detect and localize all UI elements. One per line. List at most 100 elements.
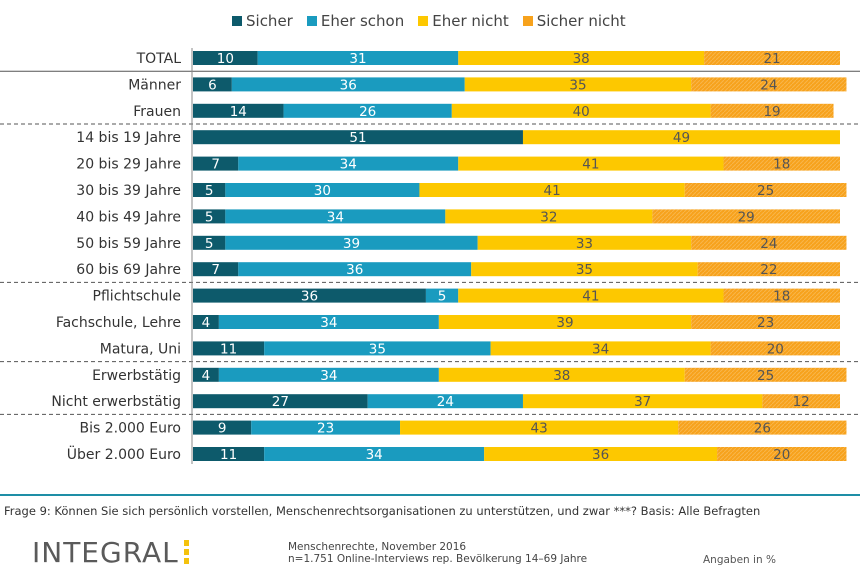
data-label: 25 <box>757 368 774 384</box>
source-line-2: n=1.751 Online-Interviews rep. Bevölkeru… <box>288 553 588 565</box>
category-label: Nicht erwerbstätig <box>51 394 181 410</box>
data-label: 39 <box>343 236 360 252</box>
data-label: 4 <box>202 368 211 384</box>
data-label: 12 <box>793 394 810 410</box>
bar-segment-eher-schon <box>225 209 446 224</box>
bar-segment-eher-nicht <box>477 235 692 250</box>
data-label: 34 <box>320 368 337 384</box>
bar-segment-sicher <box>193 156 239 171</box>
bar-segment-eher-schon <box>238 262 472 277</box>
data-label: 5 <box>205 183 214 199</box>
legend-swatch <box>418 16 429 26</box>
data-label: 34 <box>366 447 383 463</box>
bar-segment-sicher-nicht <box>717 447 847 461</box>
bar-segment-eher-schon <box>231 77 465 92</box>
bar-segment-sicher-nicht <box>678 420 847 435</box>
data-label: 27 <box>272 394 289 410</box>
category-label: 50 bis 59 Jahre <box>76 236 181 252</box>
data-label: 21 <box>763 51 780 67</box>
data-label: 35 <box>369 341 386 357</box>
question-text: Frage 9: Können Sie sich persönlich vors… <box>4 504 761 518</box>
data-label: 5 <box>205 236 214 252</box>
bar-segment-eher-nicht <box>484 447 718 461</box>
category-label: Pflichtschule <box>93 289 181 305</box>
bar-segment-eher-schon <box>218 315 439 329</box>
data-label: 35 <box>576 262 593 278</box>
data-label: 36 <box>592 447 609 463</box>
bar-segment-sicher <box>193 394 368 409</box>
bar-segment-sicher <box>193 420 252 435</box>
data-label: 6 <box>208 77 217 93</box>
bar-segment-sicher <box>193 262 239 277</box>
category-label: Matura, Uni <box>100 341 181 357</box>
bar-segment-eher-nicht <box>445 209 653 224</box>
bar-segment-eher-nicht <box>400 420 679 435</box>
data-label: 49 <box>673 130 690 146</box>
data-label: 32 <box>540 209 557 225</box>
bar-segment-eher-schon <box>264 447 485 461</box>
data-label: 24 <box>760 77 777 93</box>
bar-segment-eher-schon <box>283 103 452 118</box>
data-label: 43 <box>531 421 548 437</box>
data-label: 40 <box>573 104 590 120</box>
bar-segment-sicher-nicht <box>652 209 840 224</box>
data-label: 18 <box>773 289 790 305</box>
bar-segment-sicher-nicht <box>697 262 840 277</box>
bar-segment-eher-nicht <box>438 315 692 329</box>
data-label: 18 <box>773 157 790 173</box>
category-label: 40 bis 49 Jahre <box>76 209 181 225</box>
bar-segment-eher-nicht <box>464 77 692 92</box>
data-label: 37 <box>634 394 651 410</box>
legend-label: Eher schon <box>320 12 405 30</box>
bar-segment-eher-schon <box>367 394 523 409</box>
legend-item-eher-schon: Eher schon <box>306 12 405 30</box>
data-label: 23 <box>757 315 774 331</box>
bar-segment-sicher-nicht <box>691 235 847 250</box>
bar-segment-sicher-nicht <box>684 367 847 382</box>
bar-segment-eher-nicht <box>458 156 724 171</box>
data-label: 7 <box>211 262 220 278</box>
bar-segment-eher-schon <box>238 156 459 171</box>
bar-segment-eher-nicht <box>451 103 711 118</box>
bar-segment-eher-schon <box>225 235 478 250</box>
legend-label: Eher nicht <box>432 12 509 30</box>
category-label: 14 bis 19 Jahre <box>76 130 181 146</box>
bar-segment-sicher <box>193 51 258 65</box>
legend-label: Sicher nicht <box>536 12 626 30</box>
data-label: 34 <box>340 157 357 173</box>
bar-segment-sicher-nicht <box>723 156 840 171</box>
unit-note: Angaben in % <box>703 554 776 566</box>
legend-label: Sicher <box>246 12 293 30</box>
bar-segment-eher-nicht <box>522 394 763 409</box>
data-label: 25 <box>757 183 774 199</box>
legend-swatch <box>306 16 317 26</box>
category-label: 20 bis 29 Jahre <box>76 157 181 173</box>
data-label: 20 <box>773 447 790 463</box>
bar-segment-sicher <box>193 183 226 197</box>
bar-segment-sicher-nicht <box>710 341 840 356</box>
data-label: 36 <box>346 262 363 278</box>
data-label: 10 <box>217 51 234 67</box>
category-label: Über 2.000 Euro <box>67 445 181 463</box>
bar-segment-eher-schon <box>425 288 459 303</box>
data-label: 36 <box>301 289 318 305</box>
bar-segment-sicher-nicht <box>710 103 834 118</box>
bar-segment-sicher-nicht <box>723 288 840 303</box>
data-label: 19 <box>763 104 780 120</box>
bar-segment-sicher-nicht <box>691 315 840 329</box>
category-label: 30 bis 39 Jahre <box>76 183 181 199</box>
data-label: 24 <box>437 394 454 410</box>
bar-segment-sicher-nicht <box>762 394 840 409</box>
category-label: Frauen <box>133 104 181 120</box>
data-label: 31 <box>349 51 366 67</box>
data-label: 4 <box>202 315 211 331</box>
chart-legend: Sicher Eher schon Eher nicht Sicher nicht <box>232 12 626 30</box>
data-label: 11 <box>220 447 237 463</box>
bar-segment-sicher <box>193 130 523 145</box>
bar-segment-eher-nicht <box>438 367 685 382</box>
bar-segment-eher-nicht <box>419 183 685 197</box>
category-label: Männer <box>128 77 181 93</box>
category-label: 60 bis 69 Jahre <box>76 262 181 278</box>
source-note: Menschenrechte, November 2016 n=1.751 On… <box>288 541 587 565</box>
stacked-bar-chart: TOTAL 10 31 38 21 Männer 6 36 35 24 Frauen 14 26 40 19… <box>0 48 860 464</box>
